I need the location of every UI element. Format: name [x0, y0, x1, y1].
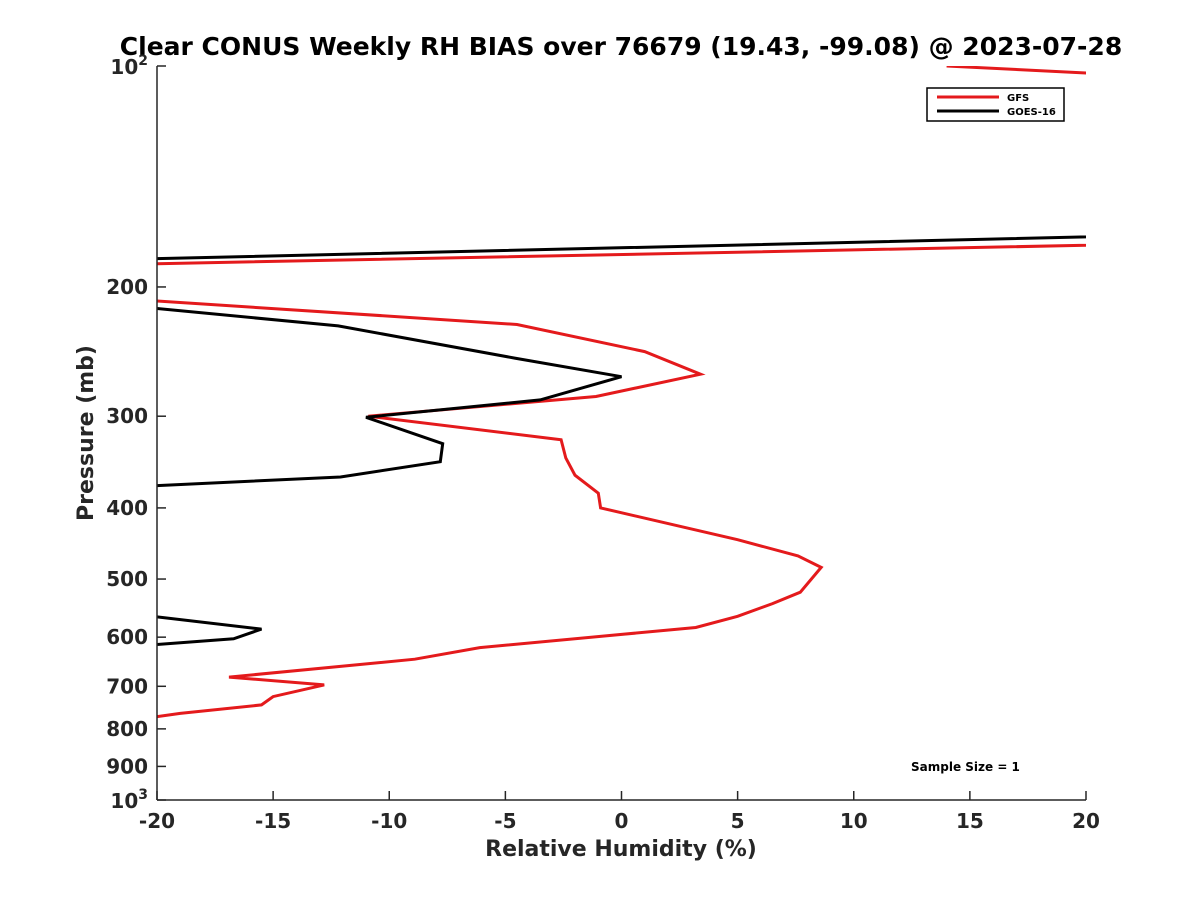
x-axis-label: Relative Humidity (%) — [485, 837, 757, 862]
x-tick-label: -20 — [139, 809, 175, 833]
y-tick-label: 300 — [106, 404, 148, 428]
legend-entry: GOES-16 — [1007, 107, 1056, 118]
x-tick-label: 15 — [956, 809, 984, 833]
y-tick-label: 900 — [106, 754, 148, 778]
y-tick-label: 400 — [106, 496, 148, 520]
y-tick-label: 700 — [106, 674, 148, 698]
y-axis-label: Pressure (mb) — [74, 345, 99, 521]
y-tick-label: 200 — [106, 275, 148, 299]
sample-size-annotation: Sample Size = 1 — [911, 760, 1020, 774]
x-tick-label: 20 — [1072, 809, 1100, 833]
x-tick-label: 0 — [615, 809, 629, 833]
x-tick-label: 5 — [731, 809, 745, 833]
series-line-gfs — [157, 66, 1086, 719]
y-tick-label: 500 — [106, 567, 148, 591]
legend: GFS GOES-16 — [926, 87, 1065, 122]
x-tick-label: 10 — [840, 809, 868, 833]
chart-title: Clear CONUS Weekly RH BIAS over 76679 (1… — [120, 32, 1122, 61]
series-layer — [157, 66, 1086, 719]
series-line-goes-16 — [157, 235, 1086, 646]
x-tick-label: -15 — [255, 809, 291, 833]
x-tick-label: -5 — [494, 809, 516, 833]
legend-entry: GFS — [1007, 93, 1029, 104]
x-tick-label: -10 — [371, 809, 407, 833]
y-axis-ticks: 102 200 300 400 500 600 700 800 900 103 — [106, 53, 166, 813]
y-tick-label: 103 — [110, 787, 148, 813]
y-tick-label: 102 — [110, 53, 148, 79]
legend-box — [926, 87, 1065, 122]
y-tick-label: 600 — [106, 625, 148, 649]
y-tick-label: 800 — [106, 717, 148, 741]
x-axis-ticks: -20 -15 -10 -5 0 5 10 15 20 — [139, 791, 1100, 833]
